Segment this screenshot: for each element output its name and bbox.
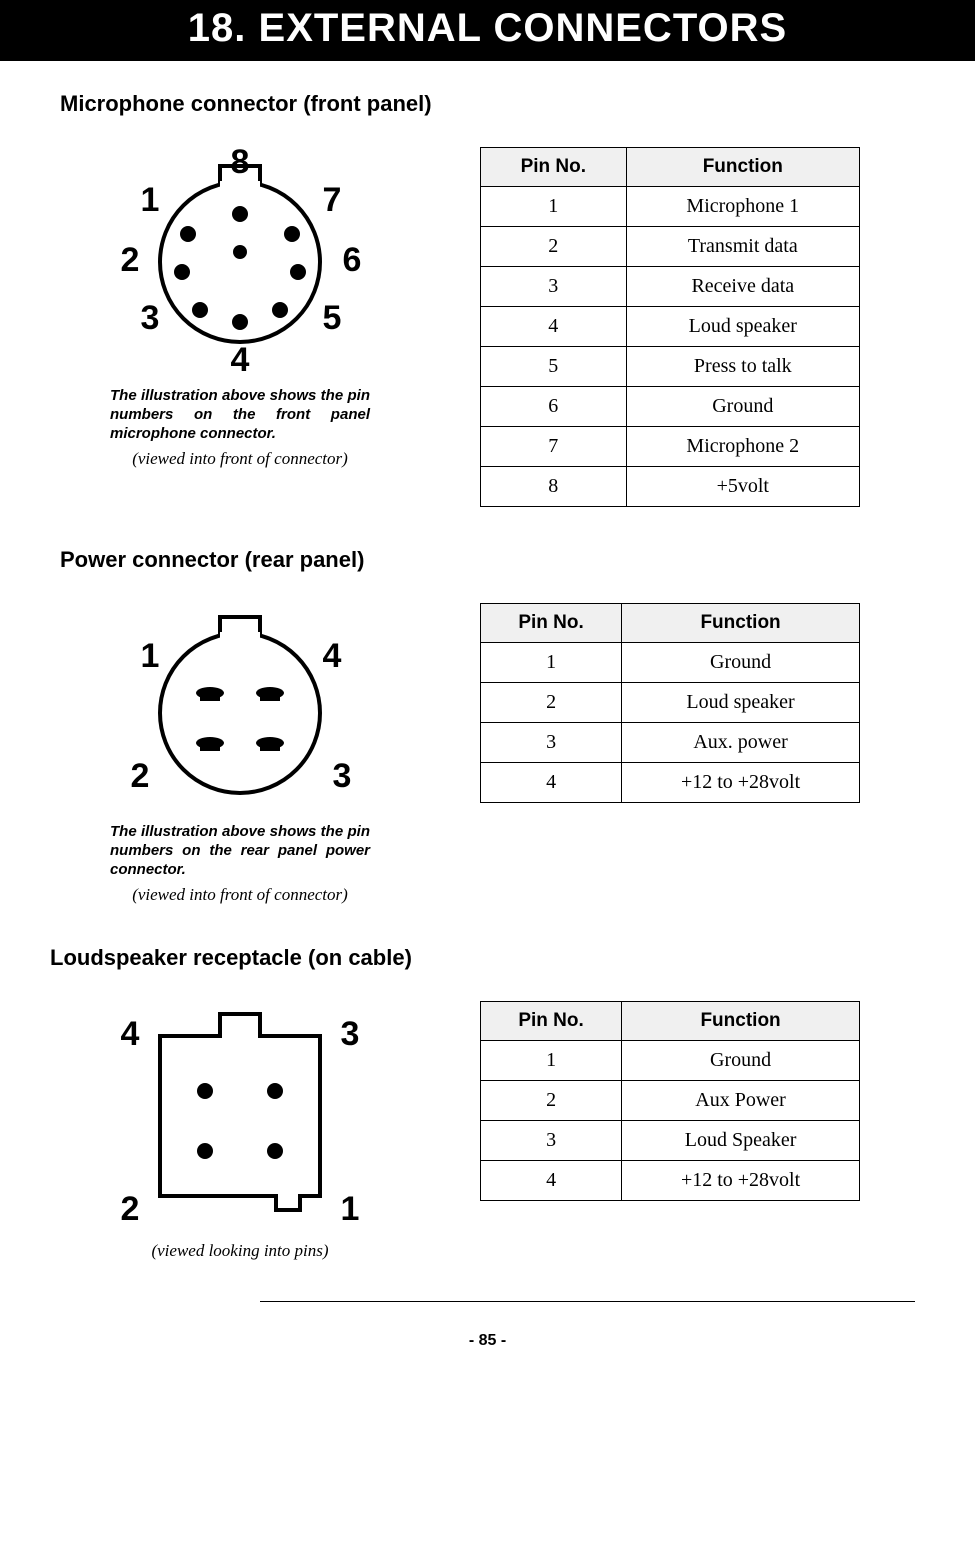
table-row: 1Ground [481,1041,860,1081]
function-cell: +12 to +28volt [622,1161,860,1201]
table-row: 4Loud speaker [481,307,860,347]
mic-table-col: Pin No.Function1Microphone 12Transmit da… [480,147,860,507]
svg-text:3: 3 [141,299,160,337]
function-cell: Receive data [626,267,859,307]
section-power: 1234 The illustration above shows the pi… [60,603,915,905]
col-function: Function [622,604,860,643]
power-caption-italic: (viewed into front of connector) [60,885,420,905]
section-heading-mic: Microphone connector (front panel) [60,91,915,117]
function-cell: Ground [626,387,859,427]
col-pin-no: Pin No. [481,604,622,643]
table-row: 7Microphone 2 [481,427,860,467]
svg-text:3: 3 [333,757,352,795]
table-row: 2Loud speaker [481,683,860,723]
footer-rule [260,1301,915,1302]
table-row: 3Loud Speaker [481,1121,860,1161]
pin-no-cell: 4 [481,307,627,347]
col-pin-no: Pin No. [481,148,627,187]
svg-text:1: 1 [141,181,160,219]
function-cell: +12 to +28volt [622,763,860,803]
table-row: 2Transmit data [481,227,860,267]
page-content: Microphone connector (front panel) 12345… [0,61,975,1370]
pin-no-cell: 4 [481,763,622,803]
function-cell: Aux Power [622,1081,860,1121]
col-pin-no: Pin No. [481,1002,622,1041]
function-cell: Microphone 1 [626,187,859,227]
table-row: 3Receive data [481,267,860,307]
function-cell: Ground [622,643,860,683]
power-table-col: Pin No.Function1Ground2Loud speaker3Aux.… [480,603,860,803]
pin-no-cell: 2 [481,1081,622,1121]
page-title-bar: 18. EXTERNAL CONNECTORS [0,0,975,61]
function-cell: Loud speaker [626,307,859,347]
section-mic: 12345678 The illustration above shows th… [60,147,915,507]
svg-text:5: 5 [323,299,342,337]
svg-text:2: 2 [131,757,150,795]
pin-no-cell: 1 [481,187,627,227]
table-row: 3Aux. power [481,723,860,763]
loudspeaker-diagram-col: 1 2 3 4 (viewed looking into pins) [60,1001,420,1261]
function-cell: Aux. power [622,723,860,763]
col-function: Function [626,148,859,187]
power-caption-bold: The illustration above shows the pin num… [110,823,370,879]
power-pin-table: Pin No.Function1Ground2Loud speaker3Aux.… [480,603,860,803]
page-title: 18. EXTERNAL CONNECTORS [188,6,787,50]
svg-text:8: 8 [231,147,250,181]
svg-text:7: 7 [323,181,342,219]
pin-no-cell: 1 [481,643,622,683]
pin-no-cell: 3 [481,1121,622,1161]
table-row: 4+12 to +28volt [481,763,860,803]
power-diagram-col: 1 2 3 4 The illustration above shows the pi… [60,603,420,905]
pin-no-cell: 5 [481,347,627,387]
table-row: 6Ground [481,387,860,427]
svg-text:3: 3 [341,1015,360,1053]
function-cell: Loud Speaker [622,1121,860,1161]
pin-no-cell: 3 [481,723,622,763]
mic-caption-bold: The illustration above shows the pin num… [110,387,370,443]
page-number: - 85 - [60,1332,915,1350]
svg-text:4: 4 [231,341,250,377]
mic-caption-italic: (viewed into front of connector) [60,449,420,469]
pin-no-cell: 8 [481,467,627,507]
function-cell: Microphone 2 [626,427,859,467]
pin-no-cell: 1 [481,1041,622,1081]
table-row: 1Microphone 1 [481,187,860,227]
section-heading-loudspeaker: Loudspeaker receptacle (on cable) [50,945,915,971]
mic-diagram-col: 123 4 567 8 The illustration above shows th… [60,147,420,469]
mic-connector-diagram: 123 4 567 8 [110,147,370,377]
function-cell: Press to talk [626,347,859,387]
table-row: 5Press to talk [481,347,860,387]
section-heading-power: Power connector (rear panel) [60,547,915,573]
pin-no-cell: 6 [481,387,627,427]
pin-no-cell: 4 [481,1161,622,1201]
table-row: 2Aux Power [481,1081,860,1121]
loudspeaker-table-col: Pin No.Function1Ground2Aux Power3Loud Sp… [480,1001,860,1201]
table-row: 4+12 to +28volt [481,1161,860,1201]
loudspeaker-pin-table: Pin No.Function1Ground2Aux Power3Loud Sp… [480,1001,860,1201]
svg-text:1: 1 [141,637,160,675]
svg-text:4: 4 [121,1015,140,1053]
function-cell: Ground [622,1041,860,1081]
function-cell: Transmit data [626,227,859,267]
loudspeaker-receptacle-diagram: 1 2 3 4 [100,1001,380,1231]
svg-text:2: 2 [121,241,140,279]
svg-text:1: 1 [341,1190,360,1228]
table-row: 8+5volt [481,467,860,507]
pin-no-cell: 7 [481,427,627,467]
svg-text:4: 4 [323,637,342,675]
svg-text:2: 2 [121,1190,140,1228]
col-function: Function [622,1002,860,1041]
power-connector-diagram: 1 2 3 4 [110,603,370,813]
pin-no-cell: 3 [481,267,627,307]
mic-pin-table: Pin No.Function1Microphone 12Transmit da… [480,147,860,507]
loudspeaker-caption-italic: (viewed looking into pins) [60,1241,420,1261]
function-cell: Loud speaker [622,683,860,723]
pin-no-cell: 2 [481,683,622,723]
section-loudspeaker: 1234 (viewed looking into pins) Pin No.F… [60,1001,915,1261]
pin-no-cell: 2 [481,227,627,267]
table-row: 1Ground [481,643,860,683]
function-cell: +5volt [626,467,859,507]
svg-text:6: 6 [343,241,362,279]
